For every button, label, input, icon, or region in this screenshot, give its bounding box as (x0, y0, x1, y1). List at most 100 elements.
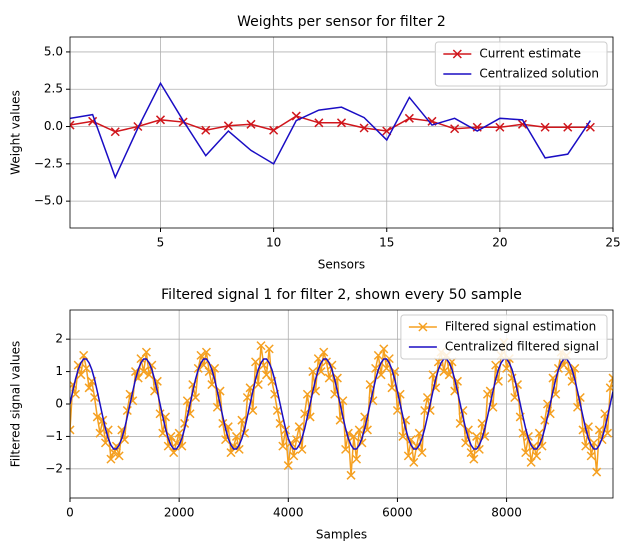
marker (404, 113, 414, 123)
marker (592, 467, 602, 477)
marker (246, 119, 256, 129)
marker (234, 444, 244, 454)
legend-frame (400, 314, 608, 360)
marker (278, 441, 288, 451)
axes-frame (69, 309, 614, 499)
y-axis-label: Weight values (9, 90, 23, 175)
marker (466, 448, 476, 458)
marker (417, 448, 427, 458)
marker (586, 451, 596, 461)
marker (379, 344, 389, 354)
x-tick-label: 6000 (382, 506, 413, 520)
marker (201, 125, 211, 135)
marker (461, 438, 471, 448)
legend-label: Current estimate (479, 47, 581, 61)
marker (139, 367, 149, 377)
legend: Filtered signal estimation Centralized fi… (400, 314, 608, 360)
x-tick-label: 0 (66, 506, 74, 520)
marker (81, 363, 91, 373)
legend-label: Centralized solution (479, 67, 599, 81)
series-line (70, 358, 613, 450)
marker (314, 118, 324, 128)
marker (521, 448, 531, 458)
y-tick-label: 2.5 (44, 82, 63, 96)
marker (324, 373, 334, 383)
marker (231, 431, 241, 441)
marker (491, 360, 501, 370)
x-tick-label: 5 (157, 236, 165, 250)
marker (540, 122, 550, 132)
marker (114, 451, 124, 461)
marker (474, 444, 484, 454)
marker (169, 448, 179, 458)
legend-frame (434, 41, 608, 87)
marker (302, 389, 312, 399)
marker (365, 380, 375, 390)
plot-area (70, 81, 595, 180)
x-axis-label: Sensors (318, 258, 365, 272)
marker (381, 363, 392, 373)
marker (502, 363, 512, 373)
marker (450, 124, 460, 134)
marker (180, 418, 190, 428)
marker (109, 448, 119, 458)
marker (141, 347, 151, 357)
marker (517, 119, 528, 129)
marker (90, 392, 100, 403)
y-axis-label: Filtered signal values (9, 341, 23, 468)
legend: Current estimate Centralized solution (434, 41, 608, 87)
y-tick-label: −5.0 (34, 194, 63, 208)
marker (264, 344, 274, 354)
marker (581, 441, 591, 451)
marker (92, 412, 102, 422)
marker (70, 425, 75, 435)
marker (563, 122, 573, 132)
marker (98, 415, 108, 425)
marker (336, 118, 347, 128)
marker (398, 431, 408, 441)
y-tick-label: 1 (55, 364, 63, 378)
marker (418, 322, 428, 332)
marker (594, 425, 604, 435)
marker (308, 367, 318, 377)
marker (100, 438, 111, 448)
marker (106, 454, 116, 464)
series-line (70, 115, 591, 133)
y-tick-label: −2 (45, 461, 63, 475)
x-tick-label: 15 (379, 236, 394, 250)
legend-label: Centralized filtered signal (445, 340, 599, 354)
marker (79, 350, 89, 360)
y-tick-label: −1 (45, 429, 63, 443)
marker (201, 347, 211, 357)
y-tick-label: 0.0 (44, 119, 63, 133)
marker (452, 49, 462, 59)
marker (242, 392, 252, 403)
marker (256, 341, 266, 351)
x-tick-label: 25 (605, 236, 620, 250)
marker (359, 123, 369, 133)
x-tick-label: 8000 (491, 506, 522, 520)
marker (269, 125, 279, 135)
x-tick-label: 2000 (164, 506, 195, 520)
x-axis-label: Samples (316, 528, 367, 542)
marker (289, 451, 299, 461)
y-tick-label: 5.0 (44, 44, 63, 58)
marker (422, 392, 432, 403)
marker (190, 392, 201, 403)
y-tick-label: −2.5 (34, 156, 63, 170)
x-tick-label: 4000 (273, 506, 304, 520)
marker (510, 392, 520, 403)
marker (384, 354, 394, 364)
x-tick-label: 10 (266, 236, 281, 250)
marker (455, 418, 465, 428)
marker (223, 121, 233, 131)
chart-title: Weights per sensor for filter 2 (237, 14, 446, 30)
y-tick-label: 2 (55, 332, 63, 346)
marker (469, 454, 479, 464)
marker (319, 347, 329, 357)
marker (226, 448, 236, 458)
marker (409, 457, 419, 467)
marker (110, 127, 120, 137)
